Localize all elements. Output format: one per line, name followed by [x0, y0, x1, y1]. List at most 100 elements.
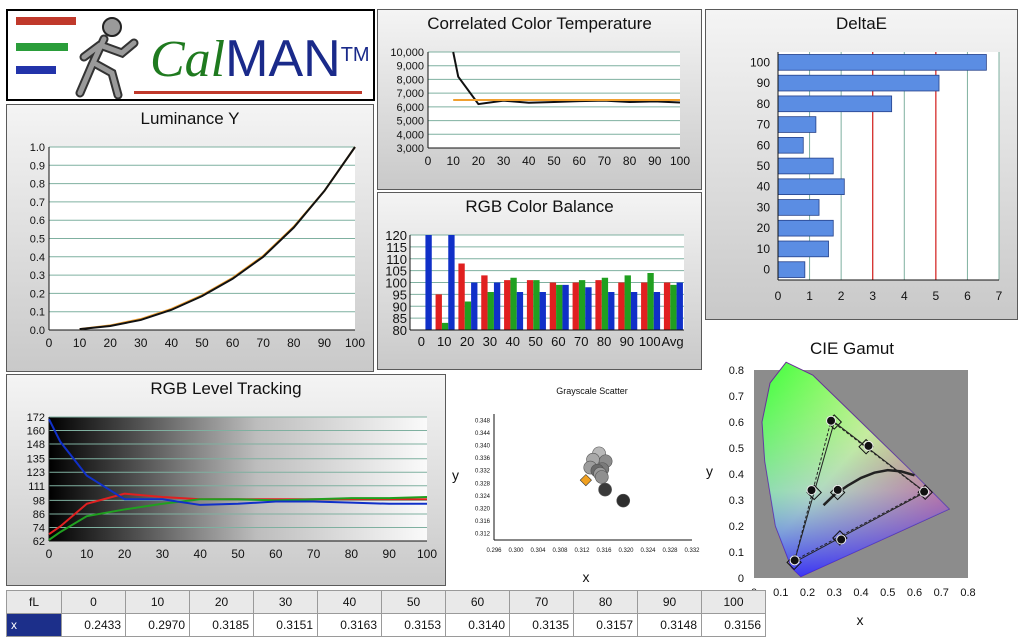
logo-blue-stripe: [16, 66, 56, 74]
x-tick-label: 30: [497, 154, 511, 168]
x-tick-label: 0.6: [907, 587, 922, 599]
y-tick-label: 0.316: [475, 519, 491, 525]
x-tick-label: 10: [447, 154, 461, 168]
table-column-header: 20: [189, 590, 254, 614]
y-tick-label: 70: [757, 118, 771, 132]
y-tick-label: 0.320: [475, 507, 491, 513]
measured-point: [806, 485, 817, 496]
table-row[interactable]: x 0.2433 0.2970 0.3185 0.3151 0.3163 0.3153 0.3…: [6, 613, 766, 637]
y-tick-label: 80: [393, 323, 407, 338]
x-tick-label: 80: [623, 154, 637, 168]
x-tick-label: 90: [648, 154, 662, 168]
data-table: fL 0 10 20 30 40 50 60 70 80 90 100 x 0.2433 0.2970 0.…: [6, 590, 766, 637]
y-tick-label: 111: [28, 481, 45, 493]
level-panel: RGB Level Tracking 172 160 148 135 123 111 98 8…: [6, 374, 446, 586]
y-tick-label: 135: [27, 454, 45, 466]
table-row-label[interactable]: x: [6, 613, 62, 637]
x-tick-label: 70: [598, 154, 612, 168]
x-tick-label: 0.1: [773, 587, 788, 599]
table-corner-label: fL: [6, 590, 62, 614]
measured-point: [826, 415, 837, 426]
x-tick-label: 0: [425, 154, 432, 168]
x-tick-label: 20: [118, 547, 132, 561]
balance-bar-R: [618, 282, 625, 330]
x-tick-label: 90: [620, 334, 634, 349]
balance-bar-G: [533, 280, 540, 330]
y-tick-label: 0.4: [30, 252, 45, 264]
x-tick-label: 0.7: [934, 587, 949, 599]
balance-title: RGB Color Balance: [465, 197, 614, 216]
y-tick-label: 0.5: [729, 443, 744, 455]
x-tick-label: 10: [73, 336, 87, 350]
table-cell: 0.2433: [61, 613, 126, 637]
x-tick-label: 4: [901, 289, 908, 303]
y-tick-label: 40: [757, 180, 771, 194]
balance-bar-G: [464, 301, 472, 330]
table-cell: 0.3151: [253, 613, 318, 637]
balance-bar-G: [647, 273, 654, 330]
table-column-header: 0: [61, 590, 126, 614]
y-tick-label: 0.340: [475, 444, 491, 450]
x-tick-label: 3: [869, 289, 876, 303]
balance-bar-G: [670, 284, 677, 330]
balance-bar-B: [630, 292, 638, 330]
y-tick-label: 95: [393, 287, 407, 302]
running-man-icon: [75, 17, 139, 99]
x-tick-label: 0.3: [827, 587, 842, 599]
deltae-bar: [777, 199, 820, 216]
y-tick-label: 0.8: [30, 179, 45, 191]
x-tick-label: 80: [345, 547, 359, 561]
y-tick-label: 0: [763, 263, 770, 277]
x-tick-label: 100: [417, 547, 437, 561]
x-tick-label: 50: [547, 154, 561, 168]
y-tick-label: 10: [757, 242, 771, 256]
x-tick-label: 50: [231, 547, 245, 561]
x-tick-label: 40: [522, 154, 536, 168]
scatter-chart: Grayscale Scatter 0.348 0.344 0.340 0.336 0.3…: [452, 386, 700, 585]
y-tick-label: 98: [33, 495, 45, 507]
table-cell: 0.3140: [445, 613, 510, 637]
balance-bar-G: [510, 277, 517, 330]
x-tick-label: 6: [964, 289, 971, 303]
y-tick-label: 0.336: [475, 456, 491, 462]
y-tick-label: 0.1: [729, 547, 744, 559]
deltae-bar: [777, 136, 804, 154]
x-tick-label: 60: [269, 547, 283, 561]
y-tick-label: 80: [757, 97, 771, 111]
x-tick-label: 60: [573, 154, 587, 168]
deltae-bar: [777, 219, 834, 237]
y-tick-label: 3,000: [396, 143, 424, 155]
y-tick-label: 0.312: [475, 532, 491, 538]
x-tick-label: 0: [46, 547, 53, 561]
balance-bar-G: [441, 322, 449, 330]
y-tick-label: 85: [393, 311, 407, 326]
scatter-panel: Grayscale Scatter 0.348 0.344 0.340 0.336 0.3…: [446, 374, 704, 586]
table-column-header: 10: [125, 590, 190, 614]
logo-underline: [134, 91, 362, 94]
x-tick-label: 5: [933, 289, 940, 303]
table-column-header: 30: [253, 590, 318, 614]
cie-title: CIE Gamut: [810, 339, 894, 358]
y-tick-label: 0.9: [30, 160, 45, 172]
deltae-bar: [777, 116, 817, 133]
y-tick-label: 0.3: [30, 270, 45, 282]
y-tick-label: 100: [750, 55, 770, 69]
table-cell: 0.3185: [189, 613, 254, 637]
table-cell: 0.3135: [509, 613, 574, 637]
balance-bar-R: [504, 280, 511, 330]
deltae-panel: DeltaE 0 1 2 3 4 5 6 7 100 90 80 70 60 50 40 30 20 10 0: [705, 9, 1018, 320]
y-tick-label: 0.7: [30, 197, 45, 209]
x-tick-label: 70: [307, 547, 321, 561]
balance-bar-G: [487, 292, 494, 330]
x-tick-label: 60: [551, 334, 565, 349]
logo-wordmark: CalMANTM: [150, 30, 370, 88]
balance-bar-B: [516, 292, 524, 330]
balance-bar-G: [556, 284, 563, 330]
table-header-row: fL 0 10 20 30 40 50 60 70 80 90 100: [6, 590, 766, 614]
table-column-header: 50: [381, 590, 446, 614]
y-tick-label: 110: [386, 252, 407, 267]
x-tick-label: 80: [597, 334, 611, 349]
y-axis-label: y: [452, 467, 459, 483]
x-tick-label: 50: [528, 334, 542, 349]
